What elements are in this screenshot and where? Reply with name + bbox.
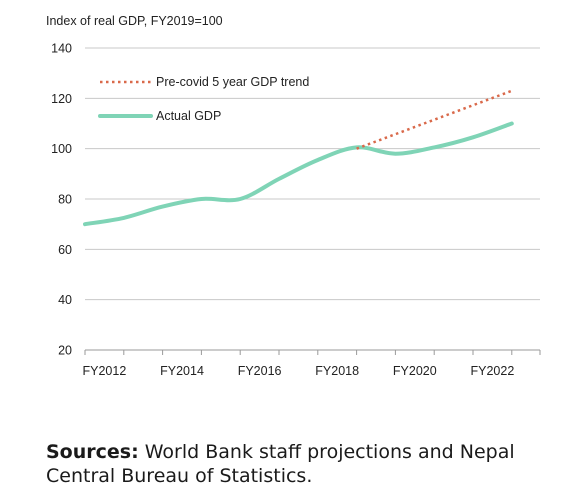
x-tick-labels: FY2012 FY2014 FY2016 FY2018 FY2020 FY2022 (83, 364, 515, 378)
y-tick-label: 80 (58, 193, 72, 207)
sources-note: Sources: World Bank staff projections an… (46, 440, 566, 488)
legend-label-actual: Actual GDP (156, 109, 221, 123)
legend-label-trend: Pre-covid 5 year GDP trend (156, 75, 309, 89)
y-axis-label: Index of real GDP, FY2019=100 (46, 14, 223, 28)
legend: Pre-covid 5 year GDP trend Actual GDP (98, 75, 309, 123)
series-pre-covid-trend (356, 89, 513, 150)
x-tick-label: FY2014 (160, 364, 204, 378)
series-lines (83, 89, 514, 227)
x-tick-label: FY2012 (83, 364, 127, 378)
y-tick-label: 20 (58, 344, 72, 358)
y-tick-label: 40 (58, 293, 72, 307)
y-tick-label: 140 (51, 42, 72, 56)
y-tick-label: 100 (51, 142, 72, 156)
y-tick-label: 120 (51, 92, 72, 106)
x-tick-label: FY2016 (238, 364, 282, 378)
sources-label: Sources: (46, 441, 139, 463)
gridlines (85, 47, 540, 351)
x-tick-label: FY2022 (471, 364, 515, 378)
x-tick-label: FY2018 (315, 364, 359, 378)
series-actual-gdp (83, 121, 514, 227)
sources-text: World Bank staff projections and Nepal C… (46, 441, 515, 487)
y-tick-label: 60 (58, 243, 72, 257)
x-tick-label: FY2020 (393, 364, 437, 378)
x-axis (84, 349, 541, 355)
y-tick-labels: 20 40 60 80 100 120 140 (51, 42, 72, 358)
